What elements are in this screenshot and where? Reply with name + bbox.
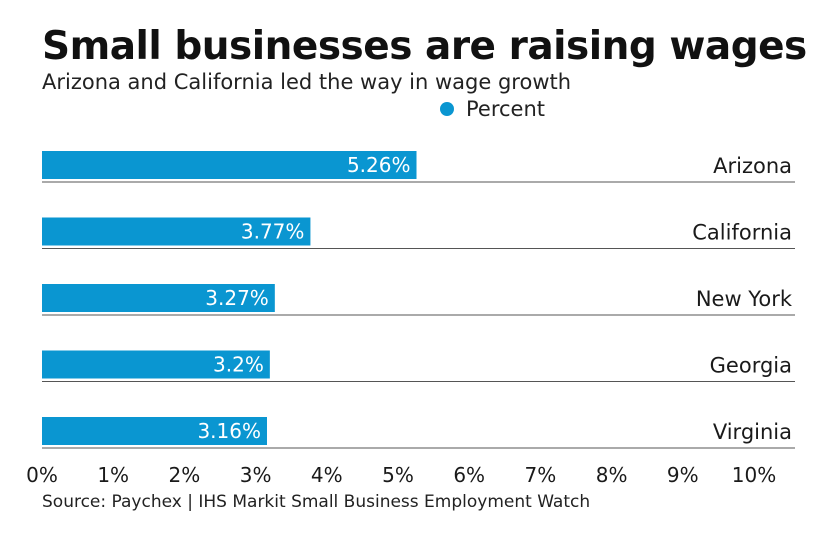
category-label-virginia: Virginia — [713, 420, 792, 444]
legend-marker — [440, 102, 454, 116]
legend: Percent — [440, 97, 545, 121]
x-tick-label: 8% — [596, 463, 628, 487]
x-tick-label: 0% — [26, 463, 58, 487]
category-label-arizona: Arizona — [713, 154, 792, 178]
data-label-new-york: 3.27% — [205, 286, 269, 310]
data-label-virginia: 3.16% — [197, 419, 261, 443]
bar-virginia — [42, 417, 267, 445]
bar-new-york — [42, 284, 275, 312]
bar-arizona — [42, 151, 417, 179]
x-tick-label: 6% — [453, 463, 485, 487]
category-label-new-york: New York — [696, 287, 793, 311]
data-label-arizona: 5.26% — [347, 153, 411, 177]
x-tick-label: 9% — [667, 463, 699, 487]
category-label-california: California — [692, 221, 792, 245]
x-tick-label: 5% — [382, 463, 414, 487]
data-label-georgia: 3.2% — [213, 353, 264, 377]
x-tick-label: 10% — [732, 463, 776, 487]
x-tick-label: 1% — [97, 463, 129, 487]
legend-label: Percent — [466, 97, 546, 121]
bar-georgia — [42, 350, 270, 379]
bar-california — [42, 217, 311, 246]
chart-title: Small businesses are raising wages — [42, 24, 807, 69]
bar-chart: 5.26% Arizona 3.77% California 3.27% New York… — [26, 151, 795, 487]
source-note: Source: Paychex | IHS Markit Small Busin… — [42, 492, 591, 512]
x-tick-label: 7% — [525, 463, 557, 487]
x-tick-label: 3% — [240, 463, 272, 487]
category-label-georgia: Georgia — [710, 354, 792, 378]
chart-subtitle: Arizona and California led the way in wa… — [42, 70, 572, 94]
x-tick-label: 4% — [311, 463, 343, 487]
data-label-california: 3.77% — [241, 220, 305, 244]
x-tick-label: 2% — [169, 463, 201, 487]
